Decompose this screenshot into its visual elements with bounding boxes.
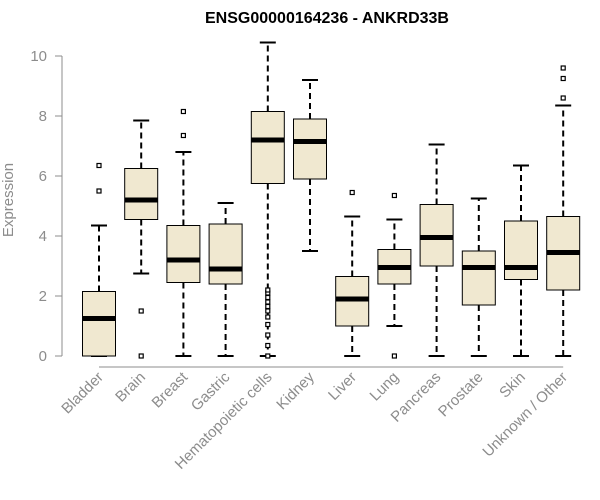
outlier-point bbox=[265, 314, 271, 320]
outlier-point bbox=[265, 294, 271, 301]
outlier-point bbox=[265, 299, 271, 305]
y-tick-label: 6 bbox=[39, 168, 47, 185]
y-tick-label: 2 bbox=[39, 288, 47, 305]
box-iqr bbox=[504, 220, 538, 280]
box-prostate bbox=[461, 197, 496, 357]
outlier-point bbox=[138, 308, 144, 314]
outlier-point bbox=[265, 308, 271, 314]
y-tick-label: 4 bbox=[39, 228, 47, 245]
outlier-point bbox=[265, 342, 271, 349]
outlier-point bbox=[96, 188, 102, 194]
y-axis-label: Expression bbox=[0, 163, 17, 237]
x-category-label: Kidney bbox=[273, 368, 318, 413]
x-category-label: Skin bbox=[496, 369, 529, 402]
box-iqr bbox=[166, 225, 201, 283]
y-tick-label: 8 bbox=[39, 108, 47, 125]
outlier-point bbox=[265, 303, 271, 310]
outlier-point bbox=[349, 189, 355, 196]
x-category-label: Breast bbox=[149, 368, 192, 411]
outlier-point bbox=[96, 162, 102, 169]
box-iqr bbox=[461, 250, 496, 306]
box-iqr bbox=[82, 291, 116, 357]
box-iqr bbox=[208, 223, 243, 285]
box-gastric bbox=[208, 202, 243, 357]
x-category-label: Liver bbox=[325, 369, 360, 404]
box-unknown-other bbox=[546, 65, 581, 357]
x-category-label: Bladder bbox=[58, 369, 107, 418]
box-hematopoietic-cells bbox=[250, 41, 285, 359]
box-skin bbox=[504, 164, 538, 357]
x-category-label: Lung bbox=[367, 369, 403, 405]
boxes-group bbox=[82, 41, 581, 359]
chart-title: ENSG00000164236 - ANKRD33B bbox=[205, 10, 449, 27]
axes: 0 2 4 6 8 10 bbox=[30, 48, 564, 368]
box-bladder bbox=[82, 162, 116, 357]
box-lung bbox=[377, 192, 412, 359]
y-tick-label: 0 bbox=[39, 348, 47, 365]
box-pancreas bbox=[419, 143, 454, 357]
box-kidney bbox=[293, 79, 327, 252]
outlier-point bbox=[560, 95, 566, 101]
box-iqr bbox=[293, 118, 327, 180]
box-breast bbox=[166, 108, 201, 357]
outlier-point bbox=[560, 65, 566, 71]
box-iqr bbox=[124, 168, 159, 220]
outlier-point bbox=[391, 353, 397, 359]
x-category-label: Brain bbox=[112, 369, 149, 406]
outlier-point bbox=[138, 353, 144, 359]
outlier-point bbox=[560, 75, 566, 82]
box-brain bbox=[124, 119, 159, 359]
outlier-point bbox=[391, 192, 397, 199]
outlier-point bbox=[265, 332, 271, 338]
outlier-point bbox=[180, 132, 186, 139]
box-liver bbox=[335, 189, 370, 357]
x-category-label: Prostate bbox=[435, 369, 487, 421]
y-tick-label: 10 bbox=[30, 48, 47, 65]
outlier-point bbox=[265, 353, 271, 359]
box-iqr bbox=[250, 111, 285, 184]
outlier-point bbox=[265, 287, 271, 293]
outlier-point bbox=[265, 321, 271, 328]
outlier-point bbox=[180, 108, 186, 115]
